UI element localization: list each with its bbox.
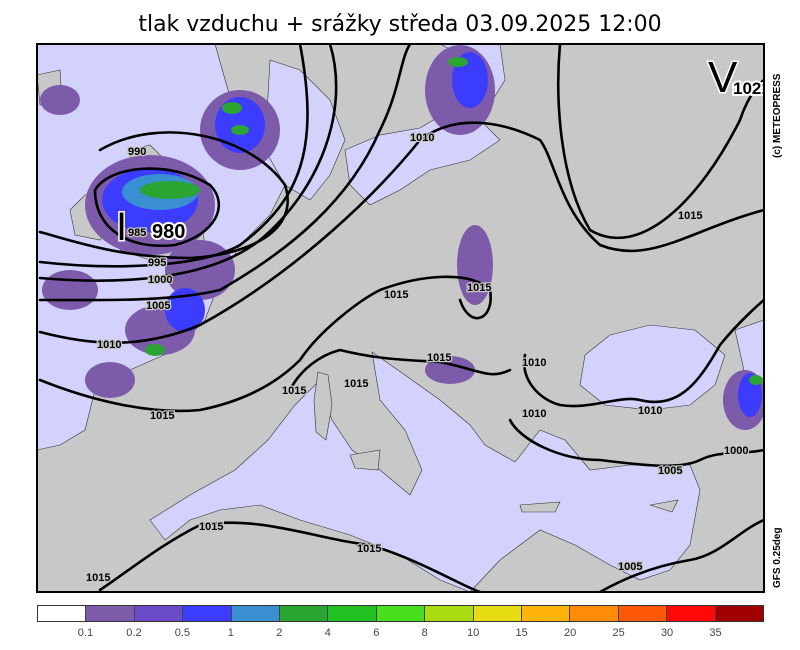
- north-sea: [264, 59, 346, 201]
- legend-swatch: [376, 606, 426, 621]
- svg-text:1015: 1015: [467, 282, 491, 294]
- svg-text:1015: 1015: [282, 385, 306, 397]
- legend-tick: 8: [421, 627, 428, 639]
- legend-tick: 20: [564, 627, 577, 639]
- legend-swatch: [667, 606, 716, 621]
- svg-text:1015: 1015: [86, 572, 110, 584]
- legend-swatch: [328, 606, 377, 621]
- legend-swatch: [473, 606, 523, 621]
- svg-text:1010: 1010: [410, 132, 434, 144]
- legend-tick: 30: [660, 627, 674, 639]
- pressure-centers: I 980 V 1021: [115, 52, 771, 251]
- legend-swatch: [618, 606, 668, 621]
- copyright-credit: (c) METEOPRESS: [768, 44, 792, 164]
- precipitation: [40, 45, 764, 430]
- legend-tick: 10: [467, 627, 480, 639]
- high-pressure-symbol: V: [708, 53, 738, 102]
- svg-text:1005: 1005: [618, 561, 642, 573]
- legend-tick-labels: 0.1 0.2 0.5 1 2 4 6 8 10 15 20 25 30 35: [37, 627, 764, 641]
- map-title: tlak vzduchu + srážky středa 03.09.2025 …: [138, 12, 662, 37]
- corsica-sardinia: [313, 371, 333, 441]
- high-pressure-value: 1021: [733, 79, 771, 98]
- low-pressure-symbol: I: [116, 205, 127, 249]
- legend-swatch: [38, 606, 87, 621]
- svg-text:990: 990: [128, 146, 146, 158]
- model-text: GFS 0.25deg: [772, 527, 783, 588]
- svg-text:1015: 1015: [427, 352, 451, 364]
- legend-tick: 25: [612, 627, 625, 639]
- svg-text:1000: 1000: [724, 445, 748, 457]
- svg-text:1010: 1010: [97, 339, 121, 351]
- legend-tick: 4: [324, 627, 331, 639]
- legend-swatch: [134, 606, 184, 621]
- isobars: [38, 44, 764, 592]
- legend-tick: 6: [373, 627, 380, 639]
- svg-text:1005: 1005: [658, 465, 682, 477]
- legend-swatch: [183, 606, 232, 621]
- legend-tick: 35: [709, 627, 722, 639]
- caspian-sea: [734, 319, 764, 381]
- svg-text:1015: 1015: [150, 410, 174, 422]
- legend-swatch: [425, 606, 474, 621]
- legend-tick: 1: [227, 627, 234, 639]
- svg-text:995: 995: [148, 257, 166, 269]
- credit-text: (c) METEOPRESS: [772, 73, 783, 158]
- svg-text:1005: 1005: [146, 300, 170, 312]
- model-info: GFS 0.25deg: [768, 490, 792, 590]
- svg-text:1000: 1000: [148, 274, 172, 286]
- svg-text:1010: 1010: [522, 357, 546, 369]
- legend-swatch: [280, 606, 329, 621]
- legend-swatch: [231, 606, 281, 621]
- isobar-labels: 990 985 995 1000 1005 1010 1010 1015 101…: [85, 131, 750, 586]
- legend-tick: 0.5: [174, 627, 191, 639]
- sicily: [349, 449, 381, 471]
- svg-text:1010: 1010: [638, 405, 662, 417]
- legend-swatch: [86, 606, 135, 621]
- low-pressure-value: 980: [152, 221, 185, 243]
- precipitation-color-legend: [37, 605, 764, 622]
- legend-tick: 0.2: [126, 627, 142, 639]
- svg-text:985: 985: [128, 227, 146, 239]
- cyprus: [649, 499, 679, 513]
- legend-swatch: [522, 606, 571, 621]
- map-frame: [36, 43, 765, 593]
- svg-text:1015: 1015: [384, 289, 408, 301]
- legend-swatch: [715, 606, 764, 621]
- legend-tick: 2: [276, 627, 283, 639]
- legend-tick: 15: [515, 627, 528, 639]
- svg-text:1010: 1010: [522, 408, 546, 420]
- svg-text:1015: 1015: [344, 378, 368, 390]
- legend-tick: 0.1: [77, 627, 94, 639]
- svg-text:1015: 1015: [357, 543, 381, 555]
- svg-text:1015: 1015: [199, 521, 223, 533]
- svg-text:1015: 1015: [678, 210, 702, 222]
- legend-swatch: [570, 606, 619, 621]
- crete: [519, 501, 561, 513]
